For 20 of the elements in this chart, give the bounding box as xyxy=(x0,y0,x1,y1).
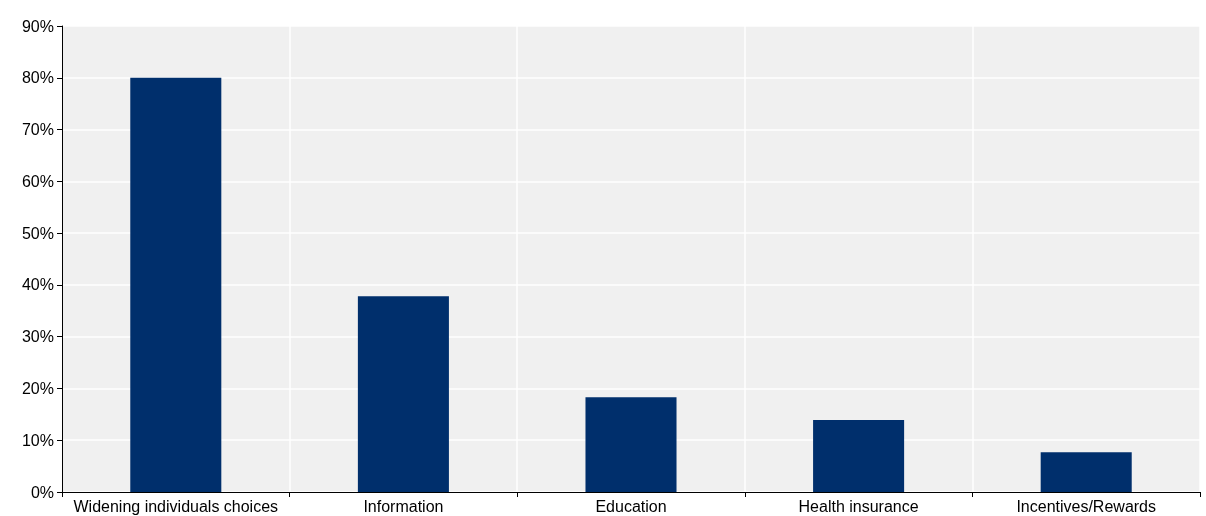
bar xyxy=(357,296,449,492)
y-tick-label: 70% xyxy=(21,121,54,139)
y-tick-label: 50% xyxy=(21,224,54,242)
y-tick-label: 80% xyxy=(21,69,54,87)
y-tick-label: 40% xyxy=(21,276,54,294)
x-tick-label: Health insurance xyxy=(798,497,919,515)
x-tick-label: Widening individuals choices xyxy=(73,497,279,515)
y-tick-label: 90% xyxy=(21,17,54,35)
y-tick-label: 10% xyxy=(21,431,54,449)
x-tick-label: Incentives/Rewards xyxy=(1016,497,1157,515)
y-tick-label: 20% xyxy=(21,379,54,397)
bar xyxy=(130,77,222,492)
y-tick-label: 30% xyxy=(21,328,54,346)
y-tick-label: 0% xyxy=(30,483,54,501)
bar xyxy=(585,397,677,492)
bar xyxy=(1040,452,1132,492)
y-tick-label: 60% xyxy=(21,172,54,190)
bar xyxy=(813,420,905,492)
x-tick-label: Information xyxy=(363,497,444,515)
x-tick-label: Education xyxy=(595,497,667,515)
